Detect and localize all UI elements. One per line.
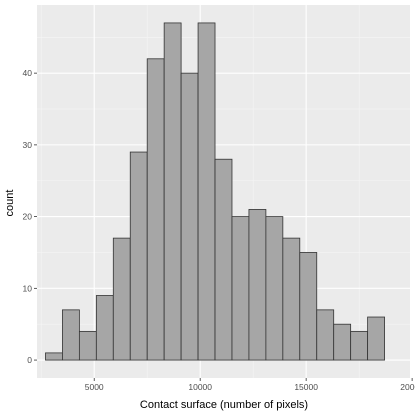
histogram-bar [129, 151, 148, 361]
x-axis: 5000 10000 15000 20000 [85, 378, 415, 392]
x-tick-label: 10000 [188, 382, 212, 392]
histogram-bar [95, 295, 114, 361]
histogram-bar [62, 309, 80, 361]
histogram-bar [112, 237, 131, 361]
y-tick-label: 20 [23, 212, 33, 222]
histogram-bar [282, 237, 301, 361]
y-tick-label: 40 [23, 68, 33, 78]
histogram-bar [45, 352, 63, 361]
x-tick-label: 15000 [294, 382, 318, 392]
histogram-bar [350, 330, 369, 361]
x-tick-label: 5000 [85, 382, 104, 392]
histogram-bar [316, 309, 335, 361]
histogram-bar [333, 323, 352, 361]
histogram-bar [180, 72, 199, 361]
histogram-bar [163, 22, 182, 361]
x-tick-label: 20000 [400, 382, 415, 392]
histogram-bar [214, 158, 233, 361]
y-axis: 0 10 20 30 40 [23, 68, 37, 365]
histogram-bar [78, 330, 97, 361]
histogram-bar [299, 252, 318, 361]
histogram-bar [248, 209, 267, 361]
histogram-bar [265, 216, 284, 361]
y-tick-label: 30 [23, 140, 33, 150]
histogram-bars [45, 22, 385, 361]
histogram-bar [231, 216, 250, 361]
histogram-bar [146, 58, 165, 361]
x-axis-title: Contact surface (number of pixels) [140, 399, 308, 411]
histogram-bar [197, 22, 216, 361]
y-tick-label: 0 [27, 355, 32, 365]
y-axis-title: count [4, 190, 16, 217]
histogram-bar [367, 316, 385, 361]
y-tick-label: 10 [23, 283, 33, 293]
